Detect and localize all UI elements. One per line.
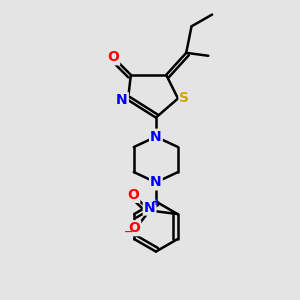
Text: O: O [128, 221, 140, 235]
Text: N: N [150, 130, 162, 144]
Text: −: − [124, 227, 133, 237]
Text: O: O [107, 50, 119, 64]
Text: +: + [152, 197, 160, 207]
Text: S: S [179, 92, 190, 106]
Text: N: N [144, 201, 155, 214]
Text: N: N [150, 176, 162, 189]
Text: O: O [128, 188, 139, 202]
Text: N: N [116, 93, 128, 107]
